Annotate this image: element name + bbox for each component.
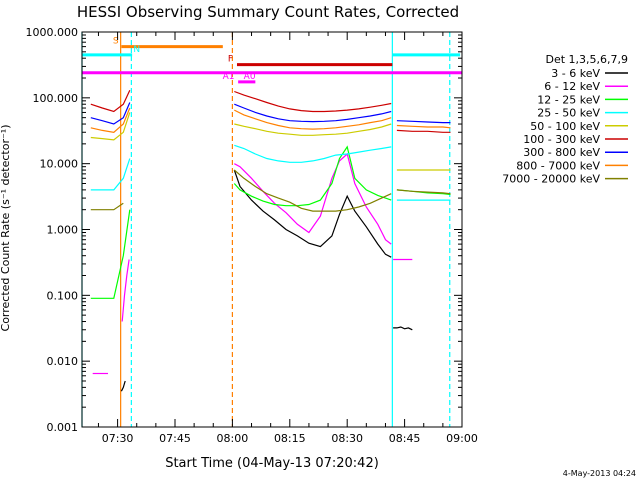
series-line-8-seg-1 xyxy=(90,107,131,133)
x-tick-label: 08:15 xyxy=(274,432,306,445)
series-line-5-seg-2 xyxy=(234,123,392,136)
y-tick-label: 1000.000 xyxy=(26,26,79,39)
footer-timestamp: 4-May-2013 04:24 xyxy=(563,469,636,478)
legend-entry-label: 100 - 300 keV xyxy=(523,133,600,146)
series-line-6-seg-3 xyxy=(396,129,451,133)
legend-entry-label: 800 - 7000 keV xyxy=(516,159,600,172)
flag-label: S xyxy=(113,37,119,47)
y-tick-label: 0.100 xyxy=(47,289,79,302)
series-line-8-seg-3 xyxy=(396,124,451,129)
series-line-9-seg-2 xyxy=(233,169,392,212)
y-tick-label: 100.000 xyxy=(33,92,79,105)
series-line-2-seg-3 xyxy=(234,152,392,245)
y-axis: 0.001 0.010 0.100 1.000 10.000 100.000 1000.00… xyxy=(26,26,462,434)
legend-entry-label: 50 - 100 keV xyxy=(530,120,600,133)
series-line-3-seg-2 xyxy=(233,145,392,207)
x-tick-label: 07:45 xyxy=(159,432,191,445)
flag-label: N xyxy=(133,45,140,55)
flag-label: A1 xyxy=(223,72,235,82)
series-line-9-seg-1 xyxy=(90,202,124,211)
series-layer xyxy=(90,90,451,392)
legend-entry-label: 7000 - 20000 keV xyxy=(502,173,600,186)
y-tick-label: 0.001 xyxy=(47,421,79,434)
legend-title: Det 1,3,5,6,7,9 xyxy=(545,53,628,66)
series-line-7-seg-2 xyxy=(234,103,392,123)
series-line-2-seg-2 xyxy=(121,259,130,322)
x-tick-label: 07:30 xyxy=(102,432,134,445)
series-line-4-seg-1 xyxy=(90,158,131,191)
flag-label: A0 xyxy=(244,72,256,82)
series-line-7-seg-1 xyxy=(90,102,131,125)
legend-entry-label: 300 - 800 keV xyxy=(523,146,600,159)
y-tick-label: 0.010 xyxy=(47,355,79,368)
series-line-6-seg-1 xyxy=(90,90,131,113)
x-axis: 07:30 07:45 08:00 08:15 08:30 08:45 09:00 xyxy=(97,32,478,445)
series-line-6-seg-2 xyxy=(234,90,392,113)
plot-frame xyxy=(81,31,463,428)
series-line-1-seg-2 xyxy=(233,169,392,258)
vertical-markers xyxy=(81,32,451,427)
series-line-1-seg-3 xyxy=(393,326,413,331)
series-line-3-seg-1 xyxy=(90,209,131,299)
legend-entry-label: 3 - 6 keV xyxy=(551,67,600,80)
series-line-8-seg-2 xyxy=(234,109,392,130)
flag-label: F xyxy=(228,55,233,65)
series-line-5-seg-1 xyxy=(90,112,131,141)
legend-entry-label: 6 - 12 keV xyxy=(544,80,600,93)
legend-entry-label: 25 - 50 keV xyxy=(537,107,600,120)
y-axis-label: Corrected Count Rate (s⁻¹ detector⁻¹) xyxy=(0,125,12,332)
chart-title: HESSI Observing Summary Count Rates, Cor… xyxy=(77,3,459,21)
x-tick-label: 08:00 xyxy=(217,432,249,445)
x-tick-label: 09:00 xyxy=(446,432,478,445)
flag-bars: S N F A0 A1 xyxy=(82,37,462,84)
legend-entry-label: 12 - 25 keV xyxy=(537,93,600,106)
series-line-9-seg-3 xyxy=(396,189,451,195)
series-line-4-seg-2 xyxy=(234,144,392,163)
x-tick-label: 08:45 xyxy=(389,432,421,445)
x-tick-label: 08:30 xyxy=(331,432,363,445)
series-line-1-seg-1 xyxy=(120,380,126,392)
series-line-7-seg-3 xyxy=(396,120,451,124)
x-axis-label: Start Time (04-May-13 07:20:42) xyxy=(165,456,379,471)
y-tick-label: 10.000 xyxy=(40,158,79,171)
y-tick-label: 1.000 xyxy=(47,224,79,237)
